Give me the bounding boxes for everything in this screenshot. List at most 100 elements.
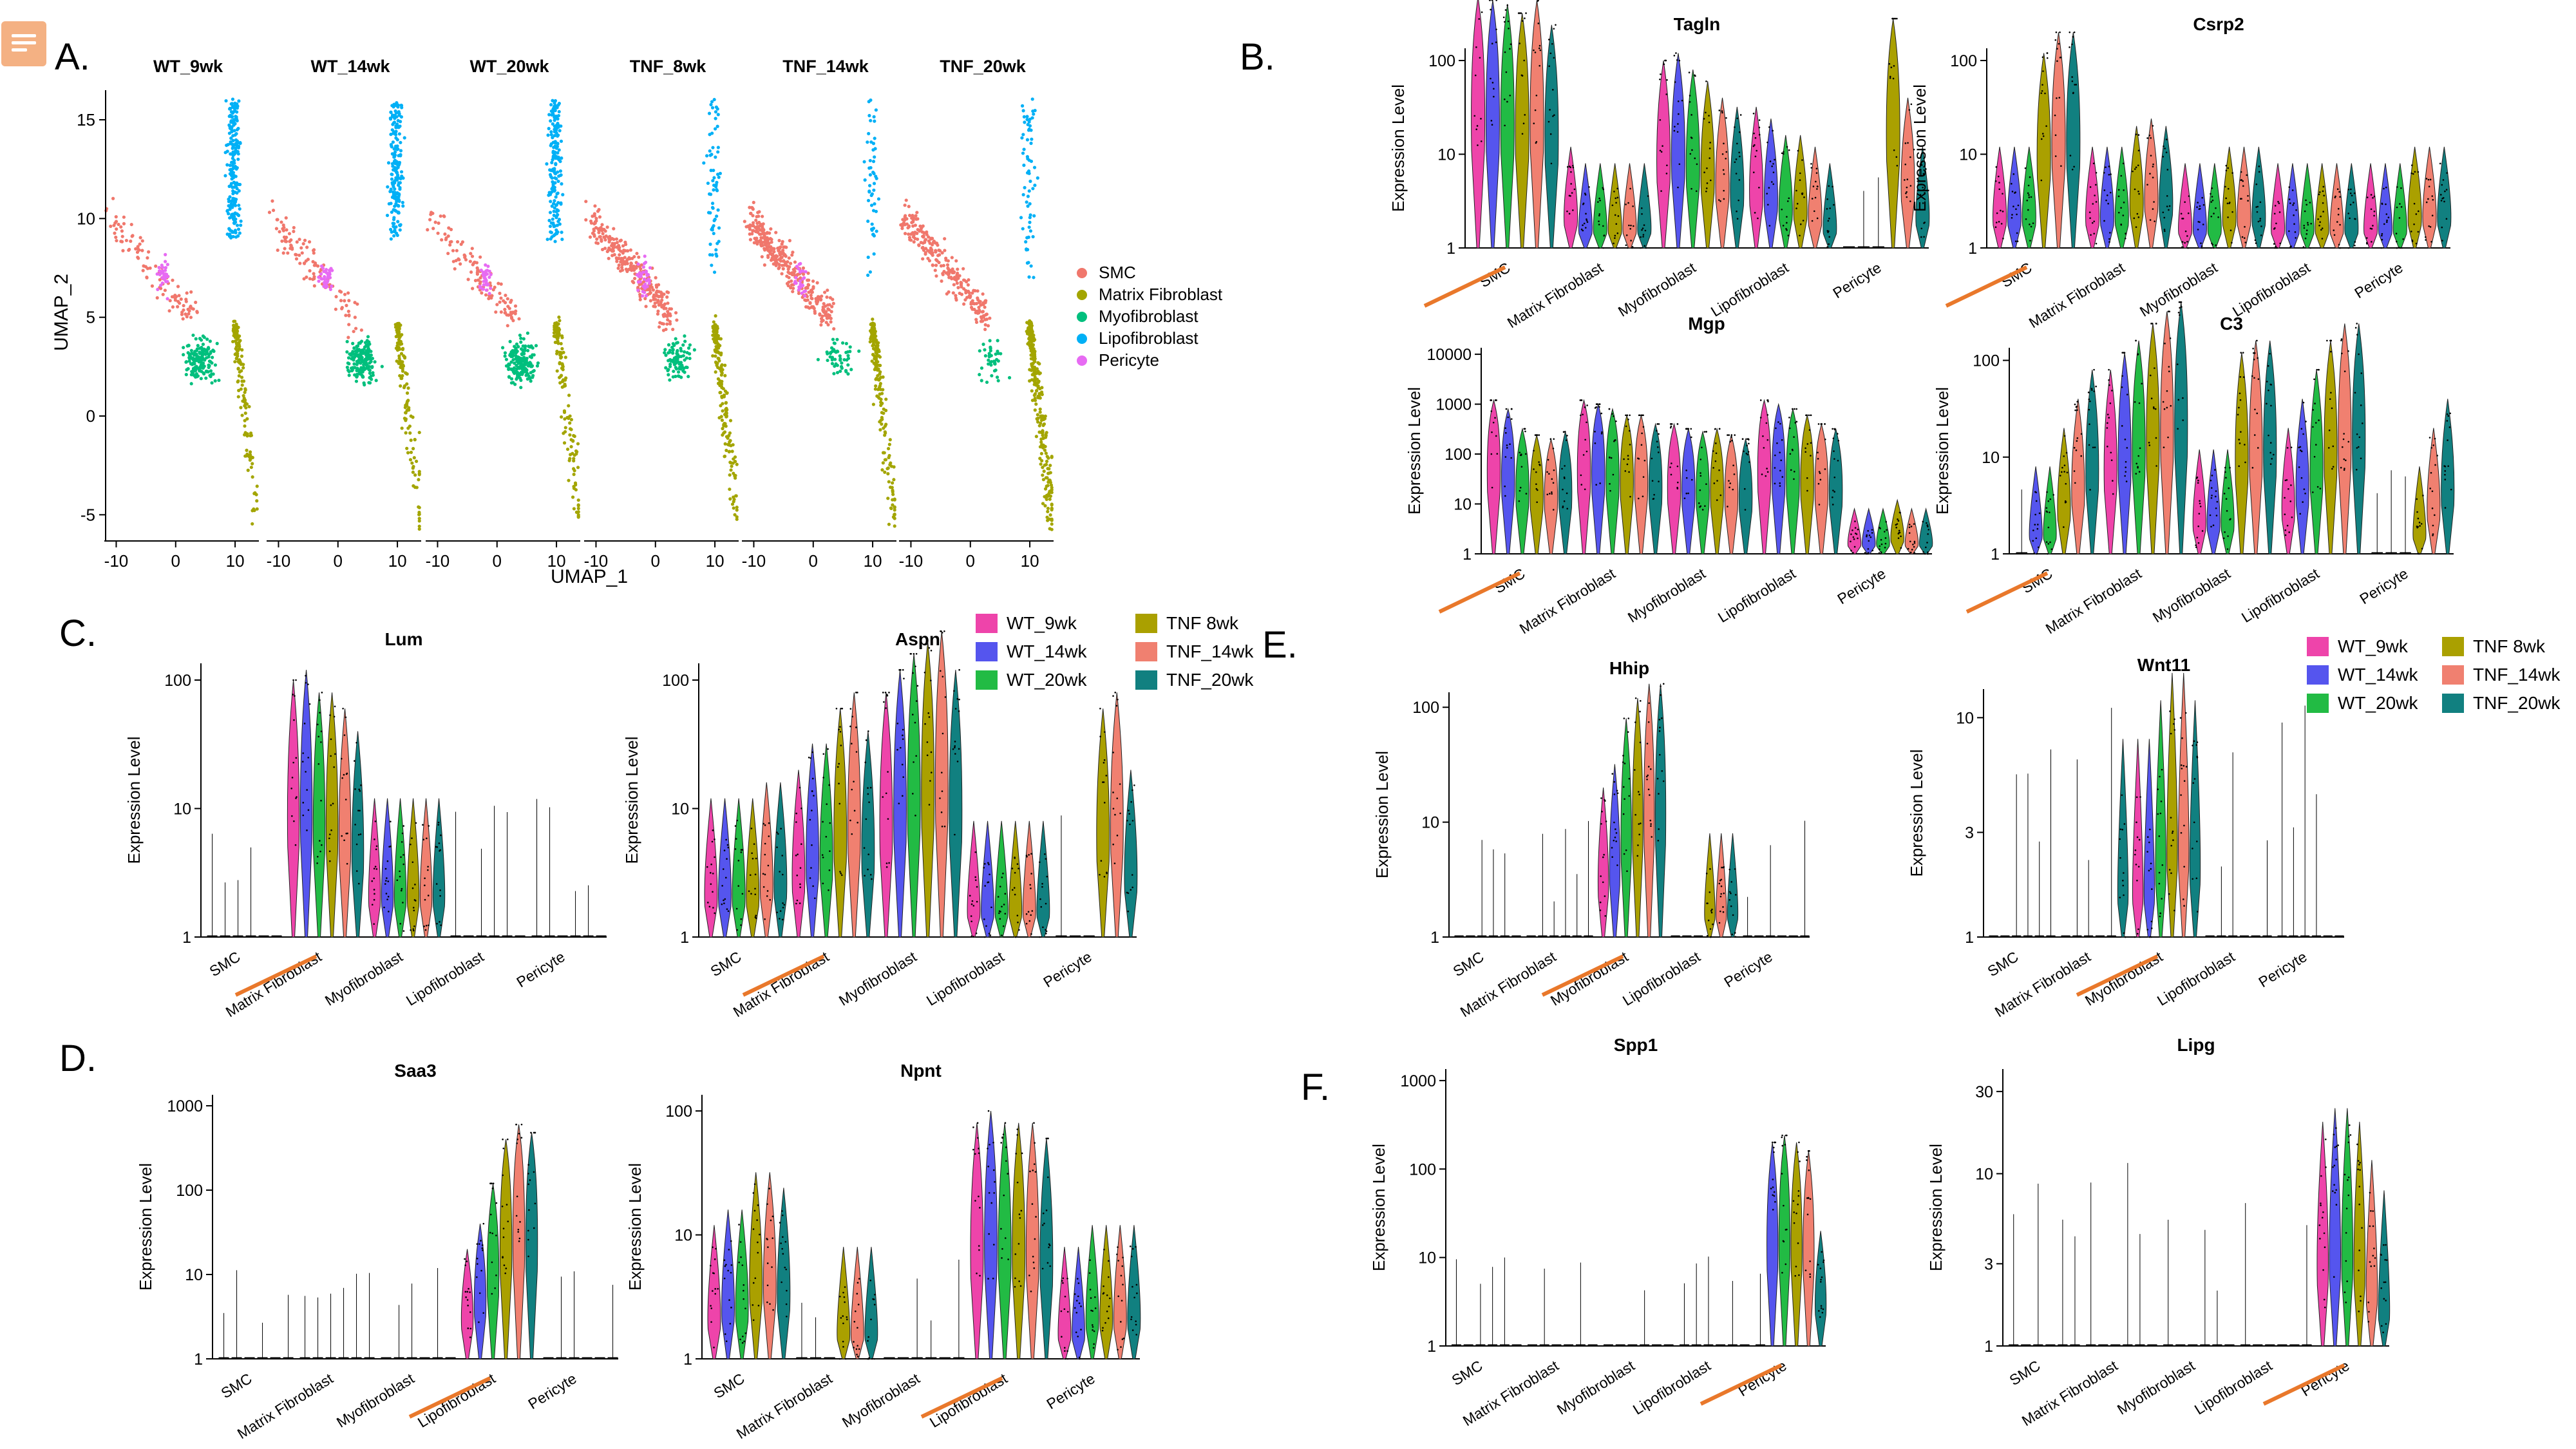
umap-point <box>1021 133 1025 137</box>
umap-point <box>294 252 298 256</box>
umap-point <box>748 223 752 227</box>
umap-point <box>472 261 477 265</box>
umap-point <box>1025 115 1029 118</box>
violin-point <box>2254 239 2257 242</box>
umap-point <box>674 311 678 315</box>
violin-shape <box>2036 53 2051 249</box>
umap-point <box>499 282 503 286</box>
umap-point <box>401 176 405 180</box>
violin-point <box>2396 247 2398 249</box>
umap-point <box>553 118 556 122</box>
umap-point <box>798 279 802 283</box>
umap-point <box>882 426 886 430</box>
umap-point <box>401 200 404 205</box>
umap-point <box>679 363 684 367</box>
violin-point <box>1815 180 1817 183</box>
violin-point <box>2244 242 2247 243</box>
umap-point <box>914 214 918 218</box>
umap-point <box>712 176 716 180</box>
umap-point <box>666 301 670 305</box>
umap-point <box>162 276 166 281</box>
umap-point <box>345 339 349 344</box>
violin-point <box>1548 493 1551 495</box>
umap-x-tick-label: -10 <box>426 551 450 571</box>
umap-x-tick-label: 10 <box>864 551 882 571</box>
umap-point <box>614 237 619 241</box>
umap-point <box>225 232 229 236</box>
violin-point <box>2132 170 2134 173</box>
violin-point <box>2336 188 2339 191</box>
umap-point <box>141 269 145 272</box>
umap-point <box>877 386 882 390</box>
umap-point <box>556 201 560 205</box>
umap-point <box>526 331 530 335</box>
violin-shape <box>2178 163 2193 249</box>
violin-point <box>2041 84 2043 86</box>
violin-point <box>2027 184 2030 187</box>
umap-point <box>373 360 377 364</box>
umap-point <box>922 248 926 252</box>
violin-point <box>1509 443 1511 446</box>
umap-point <box>217 378 221 383</box>
violin-point <box>1768 225 1771 227</box>
violin-point <box>1598 213 1601 215</box>
umap-point <box>1026 194 1030 198</box>
umap-point <box>469 270 473 274</box>
umap-point <box>238 370 242 374</box>
umap-point <box>453 267 457 271</box>
violin-point <box>2396 186 2398 188</box>
umap-point <box>399 352 404 355</box>
umap-point <box>889 464 894 468</box>
violin-point <box>1896 164 1899 167</box>
violin-point <box>1549 133 1552 135</box>
umap-point <box>728 497 732 501</box>
umap-point <box>160 263 164 267</box>
violin-point <box>2197 229 2199 231</box>
violin-point <box>2186 240 2188 243</box>
umap-point <box>943 237 947 241</box>
umap-point <box>254 493 258 497</box>
violin-point <box>1553 438 1555 440</box>
violin-point <box>2231 242 2233 244</box>
umap-point <box>711 146 715 149</box>
umap-point <box>777 246 781 250</box>
umap-point <box>946 266 950 270</box>
umap-point <box>714 183 718 187</box>
violin-point <box>1904 163 1907 166</box>
umap-point <box>289 238 293 242</box>
violin-point <box>1906 191 1908 193</box>
umap-point <box>1036 381 1040 384</box>
umap-point <box>588 235 592 239</box>
violin-shape <box>1763 118 1778 249</box>
violin-point <box>2366 196 2369 198</box>
umap-point <box>868 173 873 177</box>
umap-point <box>370 365 374 370</box>
umap-point <box>648 289 652 292</box>
violin-point <box>2029 223 2031 225</box>
umap-point <box>236 227 241 231</box>
violin-point <box>1781 152 1783 155</box>
umap-point <box>395 204 399 207</box>
umap-point <box>960 281 963 285</box>
violin-shape <box>1564 146 1578 249</box>
comment-icon[interactable] <box>1 21 46 66</box>
umap-point <box>121 249 125 252</box>
umap-point <box>194 372 198 376</box>
violin-shape <box>2222 146 2237 249</box>
umap-point <box>228 106 232 110</box>
umap-point <box>722 431 726 435</box>
umap-point <box>136 245 140 249</box>
umap-point <box>236 395 240 399</box>
umap-point <box>469 252 473 256</box>
umap-point <box>231 120 235 124</box>
umap-point <box>499 310 503 314</box>
umap-point <box>484 278 488 282</box>
violin-point <box>2072 35 2074 38</box>
umap-point <box>791 290 795 294</box>
umap-point <box>231 97 235 101</box>
violin-point <box>1896 17 1898 20</box>
umap-point <box>548 211 553 214</box>
umap-point <box>559 139 564 143</box>
violin-point <box>2056 97 2058 99</box>
umap-point <box>1048 527 1052 531</box>
